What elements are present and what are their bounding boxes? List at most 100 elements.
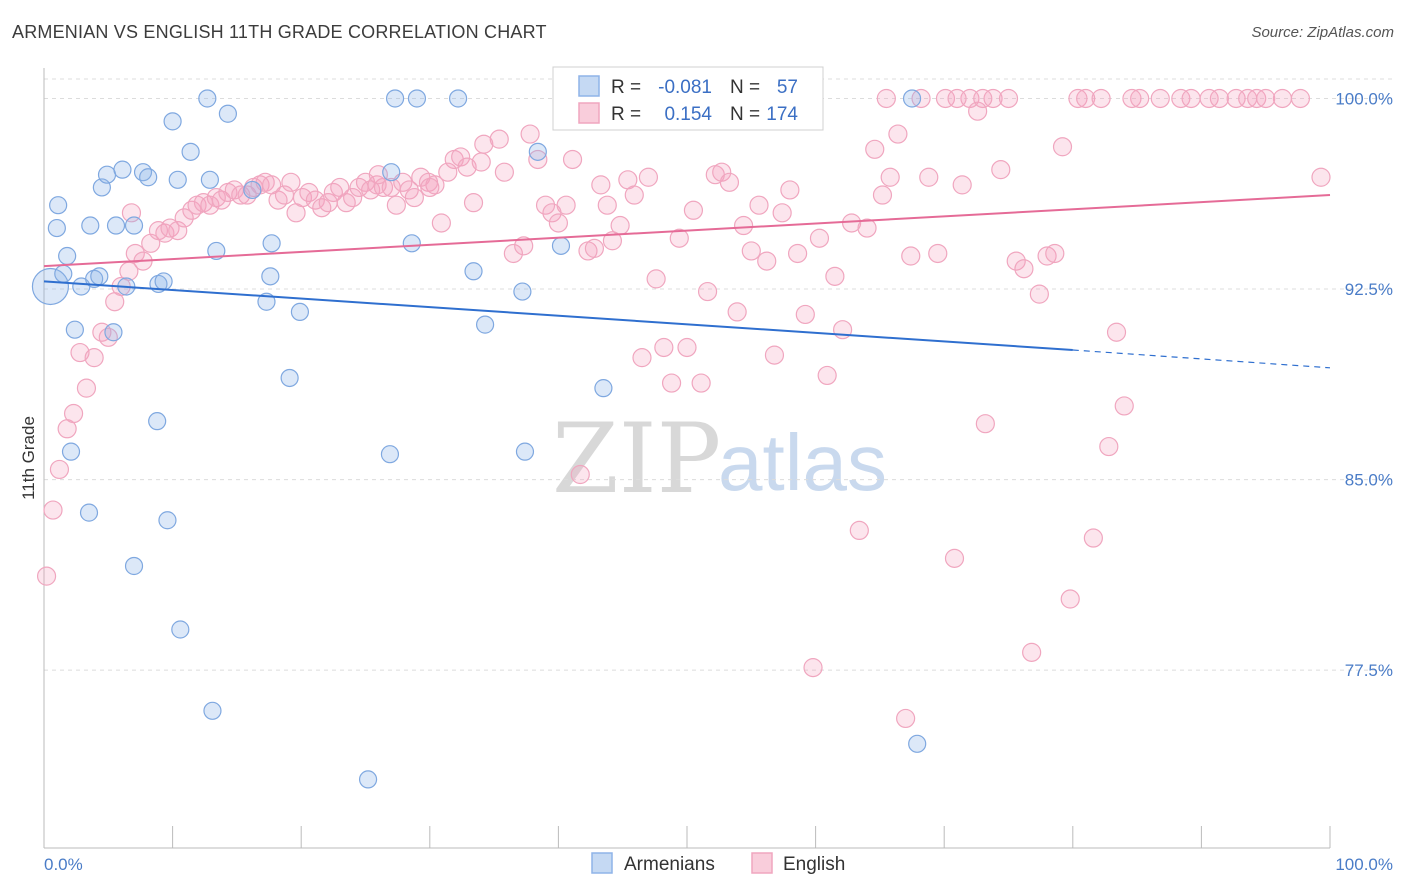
english-point	[562, 149, 583, 170]
english-point	[1181, 88, 1201, 109]
english-point	[669, 228, 689, 248]
english-point	[1130, 88, 1150, 109]
english-point	[998, 88, 1019, 109]
english-point	[638, 167, 659, 187]
english-point	[1290, 88, 1311, 109]
english-point	[795, 304, 815, 325]
armenian-point	[65, 320, 84, 339]
english-point	[973, 88, 993, 109]
english-point	[1272, 88, 1293, 109]
x-tick-label-max: 100.0%	[1335, 855, 1393, 874]
armenian-point	[97, 165, 117, 184]
english-point	[76, 378, 97, 398]
armenian-point	[290, 302, 310, 322]
english-point	[880, 167, 900, 187]
bottom-legend-armenians: Armenians	[624, 854, 715, 875]
english-point	[888, 124, 908, 144]
source-label: Source: ZipAtlas.com	[1251, 24, 1394, 41]
armenian-point	[908, 734, 927, 753]
armenian-point	[528, 142, 547, 161]
armenian-point	[81, 216, 100, 235]
armenian-point	[168, 170, 187, 189]
armenian-point	[124, 216, 144, 235]
english-point	[489, 129, 509, 149]
armenian-point	[243, 180, 262, 200]
armenian-point	[902, 89, 922, 108]
english-point	[206, 187, 226, 208]
english-point	[677, 337, 697, 358]
english-point	[787, 243, 808, 264]
english-point	[1037, 246, 1057, 266]
english-point	[757, 251, 777, 271]
english-point	[70, 342, 90, 363]
armenian-point	[79, 503, 99, 522]
y-tick-label: 92.5%	[1345, 280, 1393, 299]
armenian-point	[47, 218, 66, 238]
english-point	[494, 162, 514, 182]
armenian-point	[198, 89, 217, 108]
armenian-point	[513, 282, 532, 301]
armenian-point	[594, 379, 613, 398]
english-point	[404, 187, 424, 208]
english-point	[968, 101, 988, 121]
english-point	[697, 281, 718, 302]
armenian-point	[139, 168, 158, 187]
legend: R = -0.081 N = 57 R = 0.154 N = 174	[552, 66, 824, 131]
english-point	[420, 177, 440, 198]
bottom-legend-swatch-armenians	[591, 852, 613, 874]
armenian-point	[207, 241, 226, 261]
armenian-point	[515, 442, 535, 461]
english-point	[733, 215, 754, 236]
english-point	[1022, 642, 1042, 662]
english-point	[312, 198, 332, 218]
english-point	[1256, 88, 1276, 109]
english-point	[1122, 88, 1142, 109]
armenian-point	[58, 246, 77, 266]
legend-n-label-2: N =	[730, 104, 760, 125]
x-tick-label-min: 0.0%	[44, 855, 83, 874]
armenian-point	[90, 267, 109, 286]
english-point	[373, 177, 394, 198]
english-point	[661, 373, 682, 393]
english-point	[1083, 528, 1103, 548]
english-point	[1014, 259, 1034, 279]
axes	[43, 68, 1331, 849]
english-point	[646, 269, 666, 289]
armenian-point	[163, 112, 182, 131]
english-point	[63, 403, 84, 424]
english-point	[425, 175, 445, 195]
legend-r-english: 0.154	[664, 104, 712, 125]
english-point	[591, 175, 611, 195]
armenian-point	[181, 142, 200, 161]
english-point	[683, 200, 704, 220]
armenian-point	[380, 445, 400, 464]
armenian-point	[200, 170, 219, 189]
english-point	[1068, 88, 1088, 109]
english-point	[570, 464, 590, 485]
armenian-point	[551, 236, 571, 255]
chart-title: ARMENIAN VS ENGLISH 11TH GRADE CORRELATI…	[12, 22, 547, 42]
english-trend-line	[43, 194, 1331, 268]
english-point	[597, 195, 617, 215]
english-point	[991, 160, 1011, 180]
armenian-point	[402, 234, 421, 253]
english-point	[719, 172, 740, 192]
english-point	[865, 139, 885, 159]
english-point	[772, 203, 792, 223]
armenian-point	[385, 89, 405, 108]
trend-lines	[43, 194, 1331, 369]
legend-r-armenians: -0.081	[658, 77, 712, 98]
english-point	[556, 195, 576, 215]
english-point	[584, 238, 605, 258]
english-point	[764, 345, 785, 365]
english-point	[919, 167, 939, 187]
armenian-point	[154, 272, 173, 291]
english-point	[1114, 396, 1134, 416]
english-point	[857, 218, 877, 238]
english-point	[323, 182, 343, 203]
armenian-point	[133, 163, 153, 182]
english-point	[548, 213, 569, 233]
legend-swatch-english	[578, 102, 600, 124]
english-point	[809, 228, 830, 248]
english-point	[896, 708, 916, 729]
